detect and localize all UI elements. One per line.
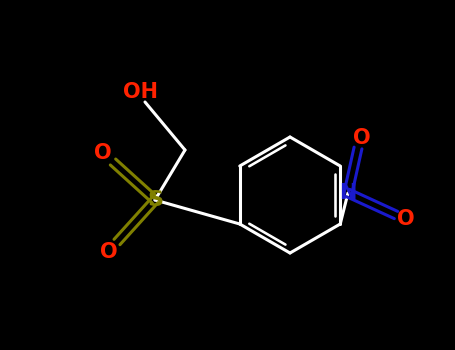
Text: S: S: [147, 190, 163, 210]
Text: N: N: [339, 183, 357, 203]
Text: O: O: [353, 128, 371, 148]
Text: O: O: [94, 143, 112, 163]
Text: OH: OH: [122, 82, 157, 102]
Text: O: O: [397, 209, 415, 229]
Text: O: O: [100, 242, 118, 262]
